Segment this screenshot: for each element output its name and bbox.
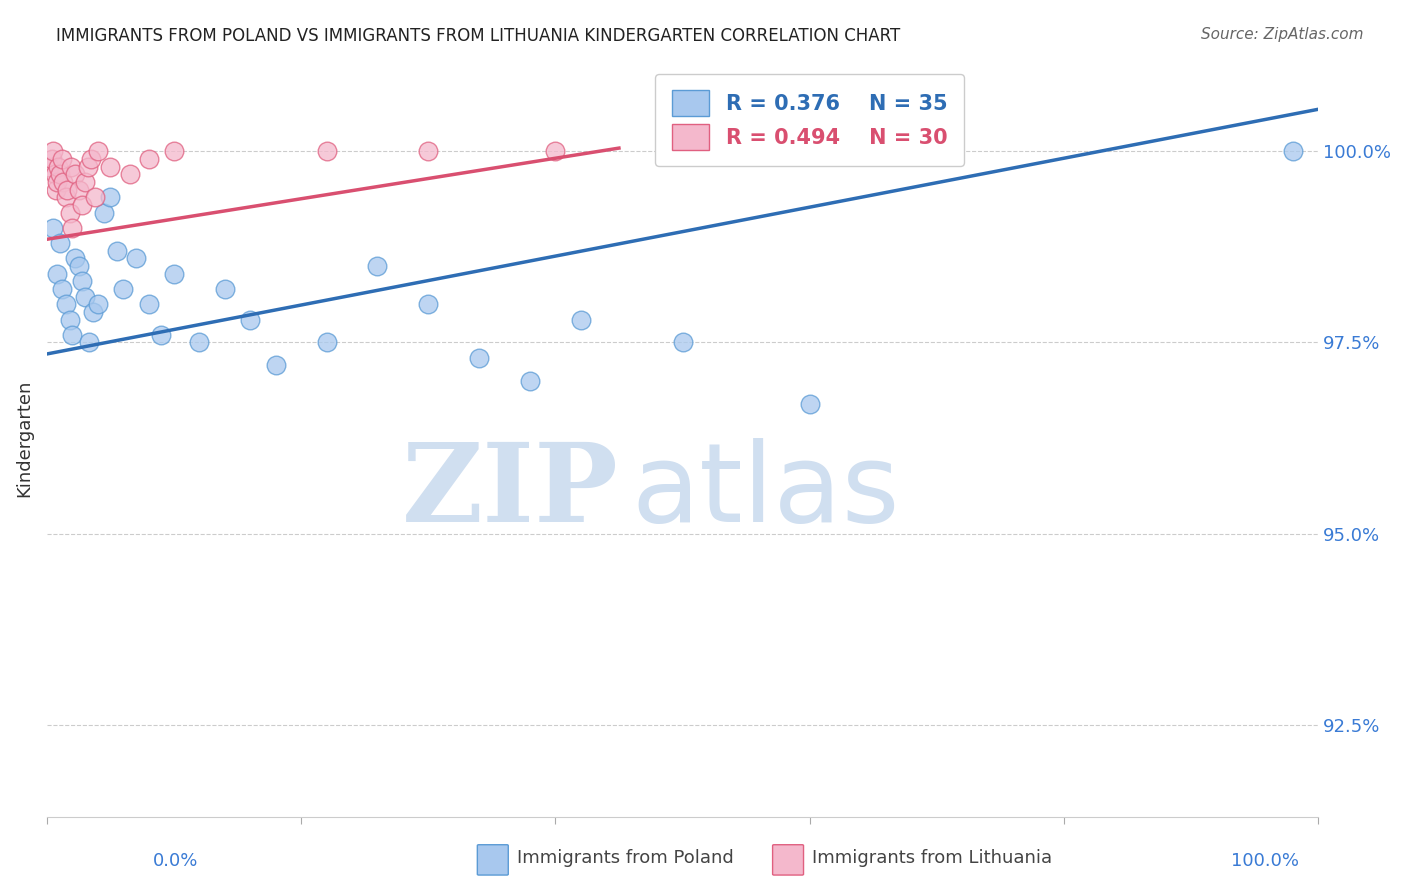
Point (163, 145, 186, 159)
Text: Immigrants from Lithuania: Immigrants from Lithuania (813, 849, 1052, 867)
Text: Immigrants from Poland: Immigrants from Poland (517, 849, 734, 867)
Point (55, 297, 77, 311)
Point (56, 183, 79, 197)
Point (60, 160, 83, 174)
Point (63, 167, 86, 181)
Point (72, 198, 94, 212)
Point (1281, 145, 1303, 159)
Point (118, 167, 141, 181)
Point (59, 205, 82, 219)
Point (569, 312, 592, 326)
Point (77, 335, 100, 350)
Point (468, 351, 491, 365)
Point (55, 190, 77, 204)
Point (44, 167, 66, 181)
Point (163, 267, 186, 281)
Text: IMMIGRANTS FROM POLAND VS IMMIGRANTS FROM LITHUANIA KINDERGARTEN CORRELATION CHA: IMMIGRANTS FROM POLAND VS IMMIGRANTS FRO… (56, 27, 900, 45)
Point (366, 259, 388, 273)
Point (48, 167, 70, 181)
Point (72, 274, 94, 288)
Point (150, 327, 173, 342)
Point (264, 359, 287, 373)
Point (87, 145, 110, 159)
Point (51, 152, 73, 166)
Point (82, 305, 104, 319)
Point (84, 190, 107, 204)
Point (315, 145, 337, 159)
Point (100, 190, 122, 204)
Point (52, 175, 75, 189)
Point (315, 335, 337, 350)
Point (60, 327, 83, 342)
Point (799, 397, 821, 411)
Point (105, 244, 128, 258)
Point (42, 145, 65, 159)
Point (63, 252, 86, 266)
Point (93, 205, 115, 219)
Point (67, 259, 90, 273)
Point (138, 152, 160, 166)
Point (671, 335, 693, 350)
Point (138, 297, 160, 311)
Point (42, 220, 65, 235)
Point (73, 175, 96, 189)
Point (418, 145, 440, 159)
Point (80, 152, 103, 166)
Point (100, 160, 122, 174)
Point (418, 297, 440, 311)
Point (112, 282, 135, 296)
Legend: R = 0.376    N = 35, R = 0.494    N = 30: R = 0.376 N = 35, R = 0.494 N = 30 (655, 74, 965, 166)
Point (76, 160, 98, 174)
Text: 100.0%: 100.0% (1232, 852, 1299, 870)
Point (51, 282, 73, 296)
Point (188, 335, 211, 350)
Point (41, 152, 63, 166)
Text: ZIP: ZIP (402, 438, 619, 544)
Point (45, 183, 67, 197)
Point (87, 297, 110, 311)
Point (519, 374, 541, 388)
Point (239, 312, 262, 326)
Point (46, 175, 69, 189)
Point (48, 236, 70, 251)
Point (125, 252, 148, 266)
Point (46, 267, 69, 281)
Point (60, 220, 83, 235)
Point (73, 290, 96, 304)
Point (67, 183, 90, 197)
Point (59, 312, 82, 326)
Y-axis label: Kindergarten: Kindergarten (15, 379, 32, 497)
Text: atlas: atlas (631, 438, 900, 544)
Text: Source: ZipAtlas.com: Source: ZipAtlas.com (1201, 27, 1364, 42)
Point (544, 145, 567, 159)
Text: 0.0%: 0.0% (153, 852, 198, 870)
Point (38, 160, 60, 174)
Point (214, 282, 236, 296)
Point (46, 160, 69, 174)
